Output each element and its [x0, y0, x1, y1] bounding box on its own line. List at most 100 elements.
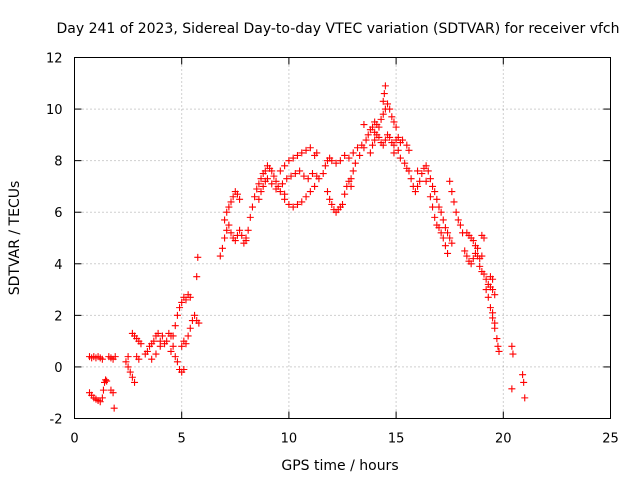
- data-point: [96, 398, 104, 406]
- data-point: [306, 144, 314, 152]
- data-point: [381, 136, 389, 144]
- data-point: [278, 180, 286, 188]
- data-point: [263, 175, 271, 183]
- data-point: [178, 342, 186, 350]
- data-point: [380, 90, 388, 98]
- data-point: [519, 371, 527, 379]
- data-point: [124, 363, 132, 371]
- data-point: [281, 162, 289, 170]
- data-point: [508, 342, 516, 350]
- data-point: [186, 293, 194, 301]
- data-points: [86, 82, 529, 412]
- data-point: [426, 193, 434, 201]
- data-point: [448, 239, 456, 247]
- data-point: [109, 389, 117, 397]
- data-point: [426, 175, 434, 183]
- data-point: [191, 311, 199, 319]
- data-point: [227, 229, 235, 237]
- data-point: [285, 200, 293, 208]
- data-point: [429, 182, 437, 190]
- data-point: [362, 136, 370, 144]
- data-point: [377, 115, 385, 123]
- data-point: [110, 404, 118, 412]
- data-point: [390, 118, 398, 126]
- data-point: [341, 151, 349, 159]
- y-tick-label: 12: [46, 52, 63, 67]
- plot-frame: [74, 57, 611, 419]
- data-point: [268, 180, 276, 188]
- data-point: [364, 131, 372, 139]
- data-point: [298, 149, 306, 157]
- data-point: [394, 133, 402, 141]
- data-point: [379, 141, 387, 149]
- data-point: [216, 252, 224, 260]
- data-point: [474, 244, 482, 252]
- data-point: [392, 123, 400, 131]
- data-point: [411, 188, 419, 196]
- data-point: [336, 157, 344, 165]
- data-point: [184, 332, 192, 340]
- data-point: [341, 190, 349, 198]
- data-point: [272, 177, 280, 185]
- data-point: [431, 213, 439, 221]
- data-point: [405, 146, 413, 154]
- data-point: [225, 203, 233, 211]
- data-point: [319, 170, 327, 178]
- data-point: [354, 144, 362, 152]
- data-point: [478, 252, 486, 260]
- data-point: [375, 133, 383, 141]
- grid-lines: [74, 57, 611, 419]
- data-point: [390, 141, 398, 149]
- data-point: [122, 358, 130, 366]
- data-point: [399, 136, 407, 144]
- data-point: [491, 319, 499, 327]
- data-point: [244, 226, 252, 234]
- data-point: [195, 319, 203, 327]
- data-point: [349, 167, 357, 175]
- data-point: [418, 170, 426, 178]
- data-point: [248, 203, 256, 211]
- data-point: [238, 231, 246, 239]
- data-point: [396, 154, 404, 162]
- data-point: [182, 340, 190, 348]
- data-point: [441, 242, 449, 250]
- data-point: [124, 353, 132, 361]
- data-point: [323, 188, 331, 196]
- data-point: [287, 172, 295, 180]
- data-point: [315, 175, 323, 183]
- data-point: [452, 208, 460, 216]
- data-point: [351, 159, 359, 167]
- data-point: [482, 275, 490, 283]
- data-point: [242, 234, 250, 242]
- data-point: [326, 195, 334, 203]
- data-point: [289, 154, 297, 162]
- x-tick-label: 5: [178, 432, 186, 447]
- data-point: [255, 180, 263, 188]
- data-point: [223, 226, 231, 234]
- data-point: [152, 350, 160, 358]
- data-point: [225, 221, 233, 229]
- data-point: [379, 97, 387, 105]
- data-point: [304, 175, 312, 183]
- y-tick-label: 4: [54, 258, 62, 273]
- data-point: [480, 270, 488, 278]
- data-point: [441, 224, 449, 232]
- x-tick-label: 20: [495, 432, 512, 447]
- data-point: [328, 157, 336, 165]
- data-point: [439, 234, 447, 242]
- data-point: [311, 182, 319, 190]
- data-point: [293, 151, 301, 159]
- data-point: [371, 136, 379, 144]
- data-point: [257, 188, 265, 196]
- data-point: [99, 386, 107, 394]
- data-point: [347, 182, 355, 190]
- data-point: [289, 203, 297, 211]
- data-point: [356, 151, 364, 159]
- data-point: [521, 394, 529, 402]
- data-point: [494, 342, 502, 350]
- data-point: [306, 188, 314, 196]
- data-point: [158, 332, 166, 340]
- data-point: [484, 293, 492, 301]
- data-point: [491, 291, 499, 299]
- x-axis-label: GPS time / hours: [281, 458, 398, 474]
